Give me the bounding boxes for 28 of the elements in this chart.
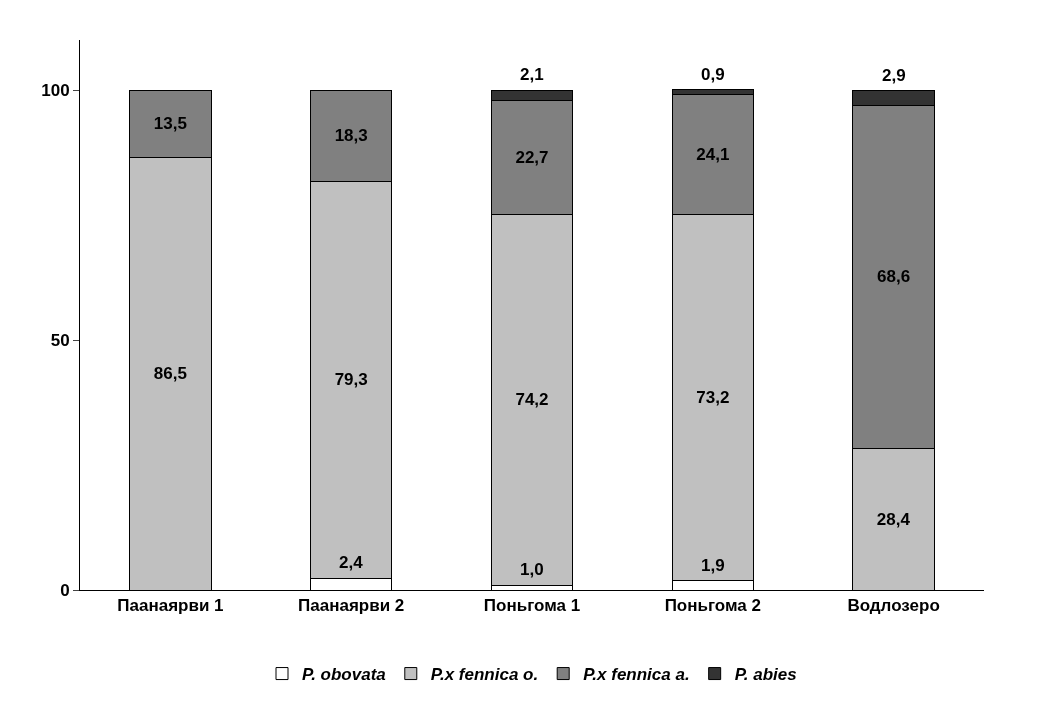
y-tick-label: 50 [50,330,70,350]
legend-label: P.x fennica a. [583,665,690,685]
data-label: 2,9 [882,66,906,85]
x-tick-label: Поньгома 1 [483,596,581,616]
x-tick-label: Поньгома 2 [664,596,761,616]
data-label: 24,1 [696,144,730,164]
data-label: 13,5 [153,114,187,134]
data-label: 2,4 [339,553,364,572]
data-label: 18,3 [334,126,368,146]
x-tick-label: Водлозеро [847,596,940,616]
y-tick-label: 0 [60,580,70,600]
legend-label: P. obovata [302,665,386,685]
data-label: 68,6 [877,267,911,286]
legend-label: P. abies [734,665,797,685]
data-label: 0,9 [701,65,725,84]
data-label: 1,9 [701,556,725,575]
data-label: 2,1 [520,65,544,84]
data-label: 1,0 [520,560,544,579]
data-label: 74,2 [515,390,549,409]
y-tick-label: 100 [41,80,70,100]
legend-label: P.x fennica o. [430,665,539,685]
data-label: 86,5 [153,364,187,384]
data-label: 28,4 [876,509,911,529]
x-tick-label: Паанаярви 2 [298,596,405,616]
data-label: 73,2 [696,388,730,407]
x-tick-label: Паанаярви 1 [117,596,224,616]
data-label: 79,3 [334,370,368,390]
data-label: 22,7 [515,147,549,167]
